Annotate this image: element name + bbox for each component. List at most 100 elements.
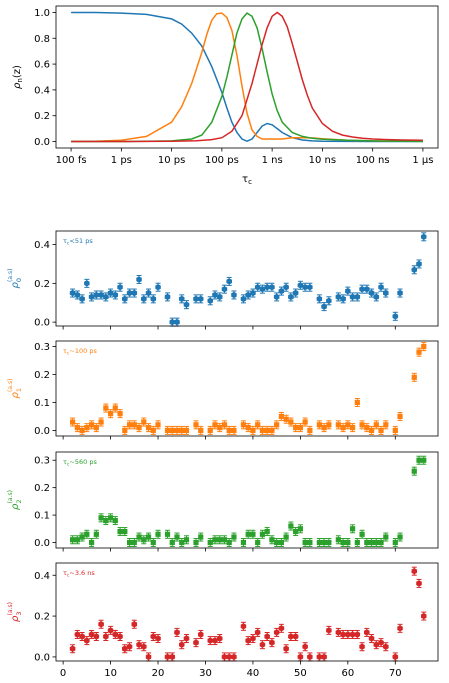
data-point: [340, 631, 346, 638]
data-point: [411, 468, 417, 474]
data-point: [316, 422, 322, 428]
data-point: [274, 422, 280, 428]
data-point: [368, 289, 375, 297]
data-point: [193, 639, 199, 646]
data-point: [345, 287, 351, 295]
data-point: [145, 534, 152, 540]
data-point: [416, 260, 422, 268]
data-point: [397, 534, 403, 540]
data-point: [164, 531, 171, 537]
data-point: [368, 539, 375, 546]
data-point: [217, 425, 223, 431]
y-tick-label: 0.1: [34, 511, 50, 522]
data-point: [179, 295, 185, 303]
data-point: [103, 293, 109, 301]
data-point: [354, 631, 361, 638]
annotation-sub: c: [67, 242, 70, 247]
data-point: [179, 641, 185, 648]
y-axis-label: ρ2(a.s): [7, 490, 23, 510]
data-point: [283, 416, 289, 422]
data-point: [79, 295, 85, 303]
x-tick-label: 100 ns: [356, 155, 390, 166]
plot-panel-0: 0.0 0.2 0.4 τc<51 ps ρ0(a.s): [7, 230, 439, 330]
data-point: [174, 629, 180, 636]
data-point: [297, 653, 304, 661]
y-tick-label: 0.2: [34, 612, 50, 623]
data-point: [273, 629, 280, 636]
data-point: [107, 515, 114, 521]
data-point: [349, 425, 356, 431]
data-point: [283, 534, 289, 540]
data-point: [126, 539, 133, 546]
data-point: [84, 637, 90, 644]
data-point: [302, 284, 308, 291]
y-axis-label-rho: ρ: [10, 615, 21, 622]
data-point: [335, 422, 341, 428]
data-point: [117, 284, 123, 291]
data-point: [321, 303, 327, 310]
data-point: [288, 633, 294, 640]
data-point: [122, 295, 128, 303]
data-point: [84, 280, 90, 287]
data-point: [88, 422, 95, 428]
data-point: [183, 427, 190, 434]
y-axis-label-sub: 2: [15, 499, 23, 503]
y-axis-label-sup: (a.s): [7, 379, 14, 392]
y-axis-label-sup: (a.s): [7, 602, 14, 615]
data-point: [155, 531, 161, 537]
y-axis-label-rho: ρ: [10, 503, 21, 510]
data-point: [416, 457, 422, 463]
x-tick-label: 20: [152, 668, 165, 679]
data-point: [207, 427, 213, 434]
data-point: [326, 422, 332, 428]
data-point: [155, 635, 161, 642]
data-point: [264, 528, 270, 535]
data-point: [288, 419, 294, 425]
data-point: [74, 631, 81, 638]
data-point: [292, 633, 299, 640]
data-point: [397, 289, 403, 297]
data-point: [335, 629, 342, 636]
y-tick-label: 0.0: [34, 538, 50, 549]
x-tick-label: 1 ps: [111, 155, 132, 166]
data-point: [198, 631, 204, 638]
data-point: [79, 427, 85, 434]
data-point: [283, 284, 289, 291]
x-tick-label: 10 ns: [309, 155, 336, 166]
data-point: [226, 278, 232, 285]
data-point: [245, 531, 251, 537]
data-point: [368, 427, 375, 434]
axes-frame: [55, 451, 439, 549]
data-point: [79, 534, 85, 540]
y-axis-label: ρ1(a.s): [7, 379, 23, 399]
data-point: [221, 422, 228, 428]
y-axis-label: ρ3(a.s): [7, 602, 23, 622]
data-point: [392, 313, 399, 320]
data-point: [164, 293, 171, 301]
data-point: [70, 419, 76, 425]
data-point: [321, 539, 327, 546]
data-point: [212, 422, 218, 428]
data-point: [307, 284, 313, 291]
x-tick-label: 1 ns: [262, 155, 283, 166]
data-point: [112, 517, 118, 524]
data-point: [122, 645, 128, 652]
axes-frame: [55, 562, 439, 662]
data-point: [145, 425, 152, 431]
plot-panel-3: 0.0 0.2 0.4 0 10 20 30 40 50 60 70 τc~3.6 ns ρ3(a.s): [7, 562, 439, 679]
data-point: [321, 653, 327, 661]
annotation-sub: c: [67, 352, 70, 357]
data-point: [216, 293, 223, 301]
data-point: [411, 568, 417, 575]
data-point: [207, 637, 213, 644]
data-point: [307, 427, 313, 434]
data-point: [193, 539, 199, 546]
data-point: [354, 293, 361, 301]
data-point: [273, 293, 280, 301]
data-point: [136, 425, 142, 431]
data-point: [231, 534, 237, 540]
x-tick-label: 100 fs: [56, 155, 87, 166]
data-point: [245, 291, 251, 299]
data-point: [212, 291, 218, 299]
data-point: [174, 318, 180, 326]
